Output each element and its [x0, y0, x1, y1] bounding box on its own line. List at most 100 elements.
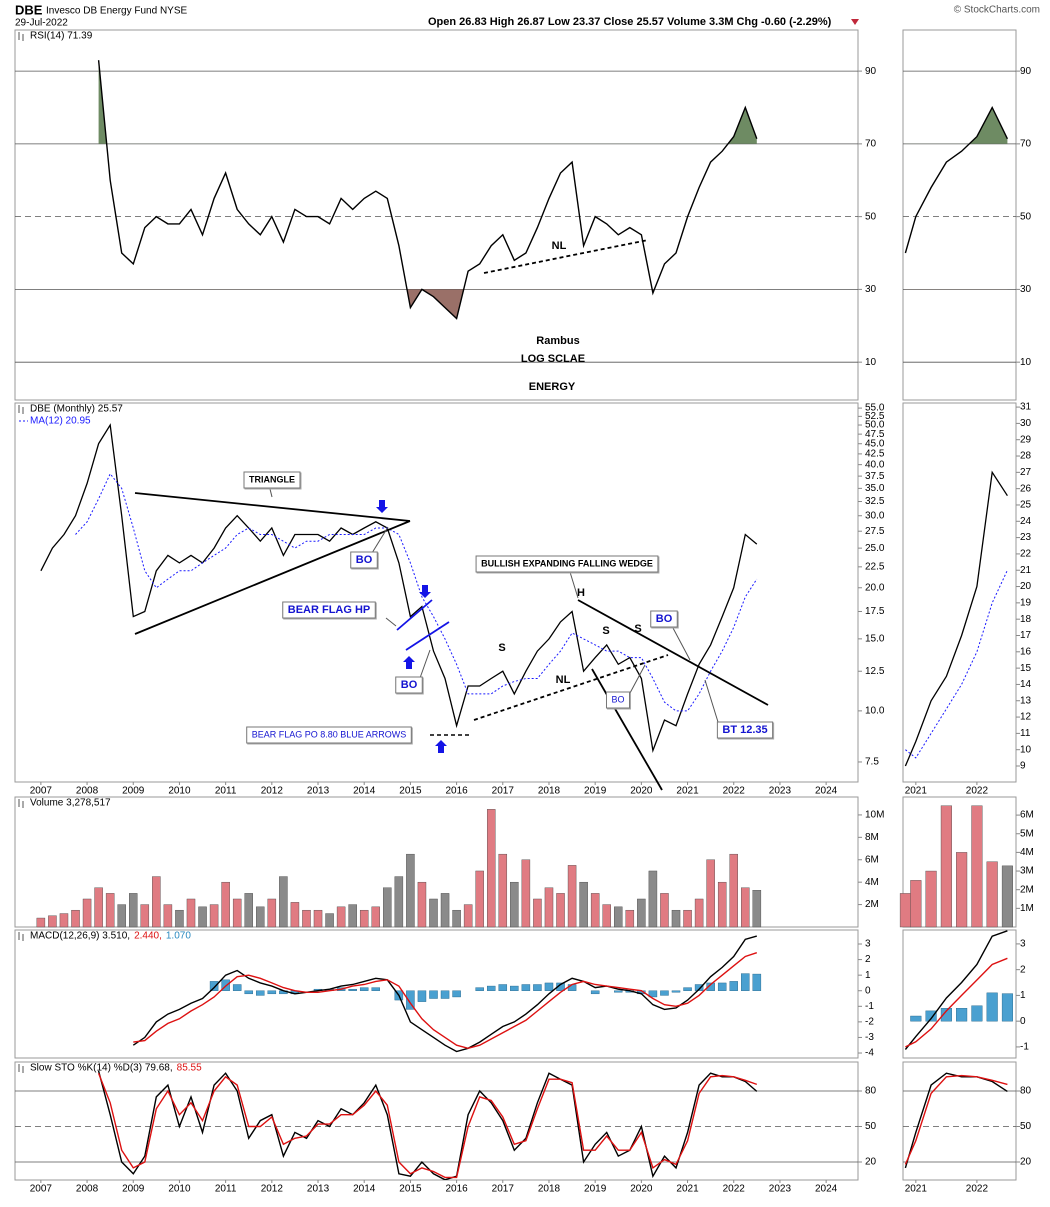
- y-tick-label: 1: [1020, 990, 1026, 1001]
- y-tick-label: 25.0: [865, 543, 885, 554]
- panel-title: MACD(12,26,9) 3.510,: [30, 931, 130, 942]
- credit: © StockCharts.com: [954, 5, 1040, 16]
- x-tick-label: 2007: [30, 1184, 53, 1195]
- volume-bar: [648, 870, 658, 928]
- y-tick-label: 40.0: [865, 459, 885, 470]
- trend-line: [569, 571, 579, 599]
- volume-bar: [256, 906, 265, 928]
- histogram-bar: [232, 984, 242, 991]
- x-tick-label: 2016: [445, 1184, 468, 1195]
- histogram-bar: [267, 990, 277, 995]
- y-tick-label: 10: [1020, 744, 1032, 755]
- y-tick-label: 29: [1020, 434, 1032, 445]
- volume-bar: [567, 865, 577, 928]
- x-tick-label: 2014: [353, 786, 376, 797]
- y-tick-label: 31: [1020, 402, 1032, 413]
- x-tick-label: 2013: [307, 786, 330, 797]
- y-tick-label: 19: [1020, 598, 1032, 609]
- y-tick-label: 70: [865, 139, 877, 150]
- volume-bar: [544, 887, 554, 928]
- volume-bar: [899, 893, 911, 928]
- volume-bar: [452, 909, 461, 928]
- y-tick-label: 5M: [1020, 828, 1034, 839]
- x-tick-label: 2010: [168, 1184, 191, 1195]
- volume-bar: [940, 805, 952, 928]
- histogram-bar: [348, 988, 357, 991]
- series-line: [904, 105, 1009, 254]
- histogram-bar: [244, 990, 253, 995]
- y-tick-label: 2: [1020, 964, 1026, 975]
- y-tick-label: -1: [1020, 1042, 1029, 1053]
- y-tick-label: 30: [1020, 284, 1032, 295]
- y-tick-label: 30: [865, 284, 877, 295]
- y-tick-label: 42.5: [865, 449, 885, 460]
- volume-bar: [313, 909, 323, 928]
- volume-bar: [279, 876, 288, 928]
- panel-icon: [18, 1064, 24, 1073]
- y-tick-label: 12.5: [865, 666, 885, 677]
- histogram-bar: [544, 982, 554, 991]
- annotation: H: [577, 587, 585, 599]
- series-line: [40, 423, 758, 754]
- histogram-bar: [486, 985, 496, 991]
- annotation-box: [716, 721, 774, 739]
- histogram-bar: [741, 973, 750, 991]
- trend-line: [419, 649, 431, 679]
- x-tick-label: 2010: [168, 786, 191, 797]
- annotation: BO: [356, 554, 373, 566]
- annotation: LOG SCLAE: [521, 353, 585, 365]
- histogram-bar: [694, 984, 704, 991]
- volume-bar: [579, 881, 588, 928]
- volume-bar: [521, 859, 531, 928]
- y-tick-label: 0: [1020, 1016, 1026, 1027]
- y-tick-label: 90: [1020, 66, 1032, 77]
- x-tick-label: 2021: [676, 1184, 699, 1195]
- y-tick-label: 50.0: [865, 420, 885, 431]
- y-tick-label: 37.5: [865, 471, 885, 482]
- x-tick-label: 2011: [215, 786, 237, 797]
- x-tick-label: 2011: [215, 1184, 237, 1195]
- histogram-bar: [440, 990, 450, 999]
- volume-bar: [186, 898, 196, 928]
- x-tick-label: 2016: [445, 786, 468, 797]
- x-tick-label: 2022: [723, 1184, 746, 1195]
- volume-bar: [94, 887, 103, 928]
- y-tick-label: 80: [865, 1086, 877, 1097]
- volume-bar: [556, 893, 565, 928]
- volume-bar: [429, 898, 438, 928]
- volume-bar: [971, 805, 983, 928]
- y-tick-label: 26: [1020, 483, 1032, 494]
- volume-bar: [660, 893, 669, 928]
- volume-bar: [498, 853, 508, 928]
- y-tick-label: 6M: [1020, 810, 1034, 821]
- x-tick-label: 2023: [769, 1184, 792, 1195]
- histogram-bar: [971, 1005, 983, 1022]
- volume-bar: [986, 861, 998, 928]
- volume-bar: [48, 915, 57, 928]
- panel-title: 1.070: [166, 931, 191, 942]
- histogram-bar: [671, 990, 681, 993]
- histogram-bar: [567, 984, 577, 991]
- volume-bar: [209, 904, 219, 928]
- y-tick-label: 50: [1020, 1121, 1032, 1132]
- y-tick-label: 50: [865, 1121, 877, 1132]
- series-line: [904, 930, 1008, 1050]
- trend-line: [629, 664, 646, 694]
- histogram-bar: [729, 981, 738, 991]
- trend-line: [385, 617, 397, 627]
- x-tick-label: 2021: [905, 1184, 928, 1195]
- volume-bar: [741, 887, 750, 928]
- y-tick-label: 90: [865, 66, 877, 77]
- x-tick-label: 2009: [122, 786, 145, 797]
- volume-bar: [614, 906, 623, 928]
- x-tick-label: 2020: [630, 786, 653, 797]
- y-tick-label: 21: [1020, 565, 1032, 576]
- histogram-bar: [417, 990, 427, 1002]
- annotation-box: [246, 726, 412, 744]
- volume-bar: [637, 898, 646, 928]
- histogram-bar: [371, 987, 380, 991]
- panel-title: Slow STO %K(14) %D(3) 79.68,: [30, 1063, 173, 1074]
- histogram-bar: [940, 1008, 952, 1022]
- y-tick-label: 30: [1020, 418, 1032, 429]
